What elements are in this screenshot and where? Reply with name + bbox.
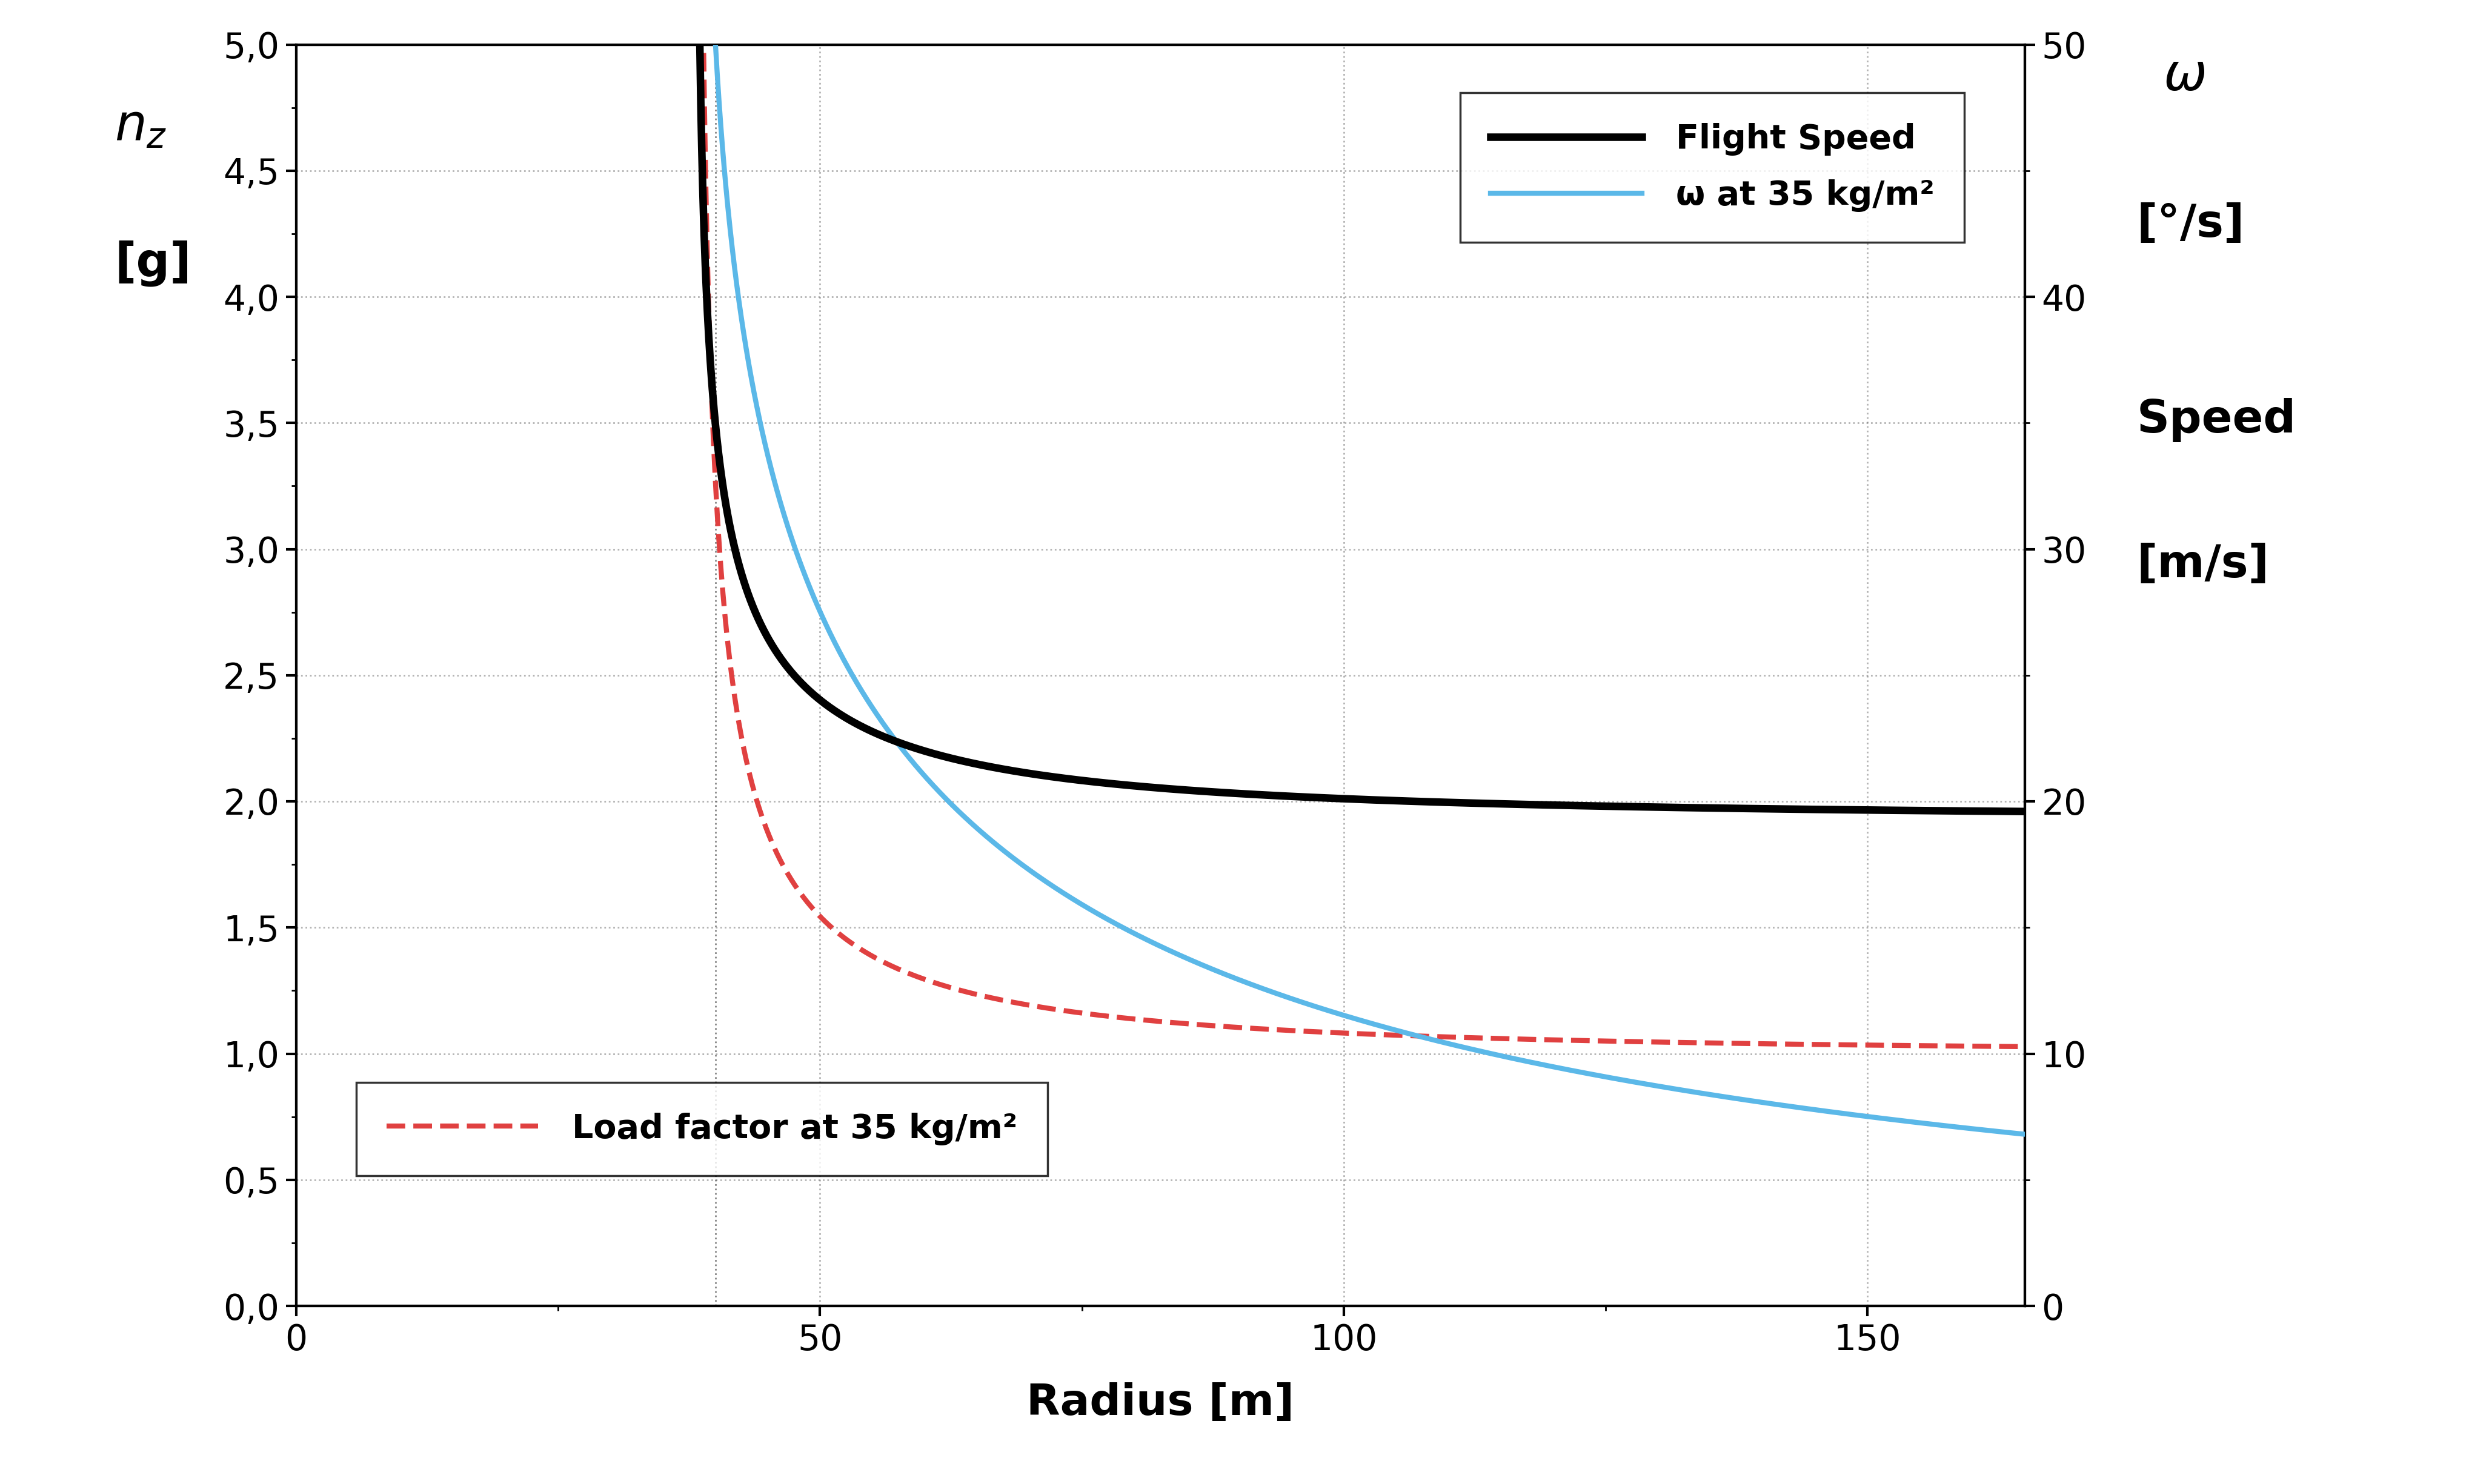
Text: [g]: [g] — [116, 240, 193, 286]
Text: $\omega$: $\omega$ — [2163, 50, 2205, 101]
Text: [m/s]: [m/s] — [2138, 543, 2269, 588]
Text: $n_z$: $n_z$ — [116, 101, 168, 150]
Text: [°/s]: [°/s] — [2138, 202, 2244, 246]
Text: Speed: Speed — [2138, 398, 2296, 442]
X-axis label: Radius [m]: Radius [m] — [1027, 1383, 1294, 1425]
Legend: Load factor at 35 kg/m²: Load factor at 35 kg/m² — [356, 1082, 1047, 1175]
